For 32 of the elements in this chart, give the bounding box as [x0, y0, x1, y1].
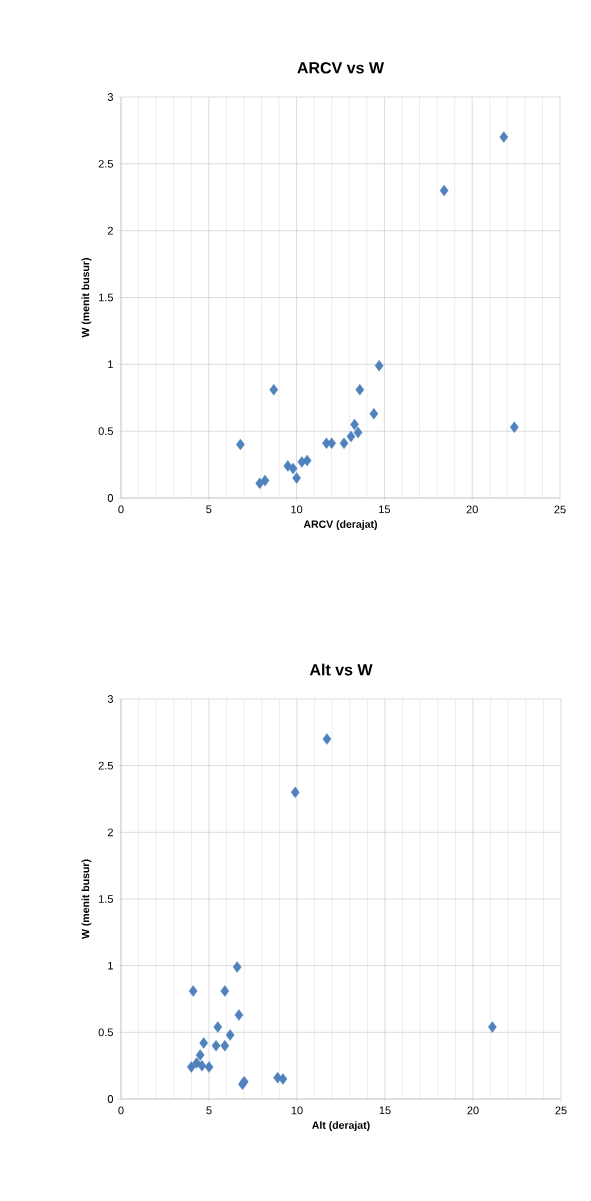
y-tick-label: 0.5 [98, 1028, 113, 1037]
x-tick-label: 20 [467, 1106, 479, 1115]
x-tick-label: 10 [291, 1106, 303, 1115]
x-axis-title: Alt (derajat) [312, 1121, 370, 1131]
y-axis-title: W (menit busur) [81, 859, 92, 939]
x-tick-label: 15 [379, 505, 391, 514]
x-tick-label: 25 [555, 1106, 567, 1115]
y-tick-label: 0 [107, 494, 114, 502]
x-tick-label: 10 [291, 505, 303, 514]
x-tick-label: 0 [118, 505, 124, 514]
y-tick-label: 2.5 [98, 761, 113, 770]
y-tick-label: 1 [108, 360, 113, 369]
y-tick-label: 1 [108, 961, 113, 970]
y-tick-label: 2 [107, 226, 113, 235]
chart-title: Alt vs W [309, 663, 373, 676]
y-tick-label: 1.5 [99, 895, 113, 903]
y-axis-title: W (menit busur) [81, 258, 92, 338]
y-tick-label: 2.5 [98, 159, 113, 168]
chart-title: ARCV vs W [297, 62, 385, 74]
y-tick-label: 1.5 [99, 293, 113, 302]
x-axis-title: ARCV (derajat) [303, 520, 377, 530]
x-tick-label: 5 [206, 1106, 212, 1115]
x-tick-label: 25 [554, 505, 566, 514]
y-tick-label: 0.5 [98, 427, 113, 436]
y-tick-label: 0 [107, 1095, 114, 1103]
x-tick-label: 0 [118, 1106, 124, 1115]
y-tick-label: 3 [107, 93, 113, 101]
y-tick-label: 3 [107, 695, 113, 703]
x-tick-label: 5 [206, 505, 212, 514]
x-tick-label: 20 [466, 505, 478, 514]
y-tick-label: 2 [107, 828, 113, 837]
x-tick-label: 15 [379, 1106, 391, 1115]
